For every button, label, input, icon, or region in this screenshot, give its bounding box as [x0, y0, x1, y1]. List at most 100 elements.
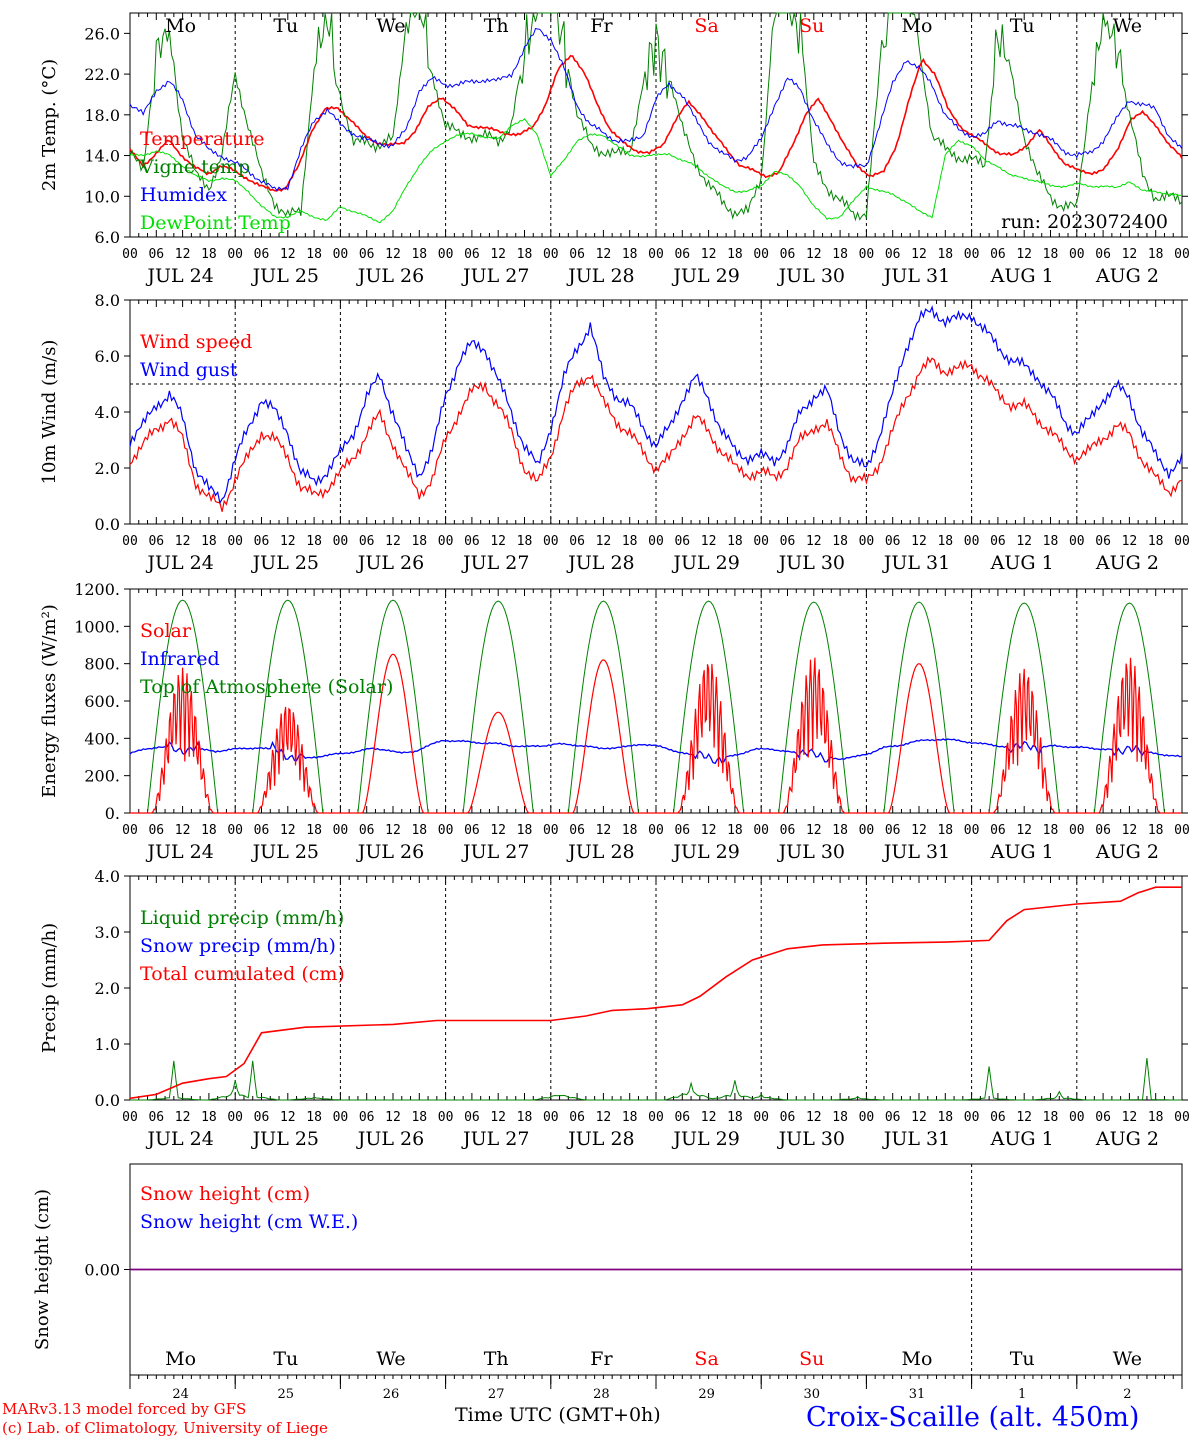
hour-tick-label: 12: [911, 1110, 927, 1125]
y-tick-label: 1200.: [74, 580, 120, 599]
date-label: JUL 24: [145, 841, 213, 863]
hour-tick-label: 06: [885, 534, 901, 549]
hour-tick-label: 12: [280, 247, 296, 262]
y-tick-label: 0.00: [84, 1261, 120, 1280]
hour-tick-label: 18: [832, 1110, 848, 1125]
hour-tick-label: 18: [727, 823, 743, 838]
date-label: JUL 26: [356, 552, 424, 574]
legend-entry: Snow precip (mm/h): [140, 935, 336, 957]
hour-tick-label: 00: [753, 247, 769, 262]
hour-tick-label: 00: [1174, 534, 1190, 549]
hour-tick-label: 00: [438, 1110, 454, 1125]
weekday-label: Tu: [273, 1348, 298, 1370]
legend-entry: Humidex: [140, 184, 227, 206]
hour-tick-label: 06: [464, 534, 480, 549]
hour-tick-label: 12: [490, 534, 506, 549]
hour-tick-label: 18: [937, 247, 953, 262]
date-label: AUG 1: [990, 1128, 1054, 1150]
date-label: JUL 30: [777, 1128, 845, 1150]
date-label: JUL 25: [251, 841, 319, 863]
hour-tick-label: 06: [674, 1110, 690, 1125]
panel-frame: [129, 588, 1183, 814]
y-tick-label: 1000.: [74, 617, 120, 636]
date-label: JUL 31: [882, 552, 950, 574]
hour-tick-label: 00: [1174, 247, 1190, 262]
hour-tick-label: 18: [832, 534, 848, 549]
weekday-label: Mo: [165, 15, 196, 37]
hour-tick-label: 12: [385, 1110, 401, 1125]
series-line-speed: [129, 355, 1183, 512]
legend-entry: Temperature: [140, 128, 264, 150]
hour-tick-label: 00: [859, 1110, 875, 1125]
hour-tick-label: 12: [596, 534, 612, 549]
hour-tick-label: 00: [648, 1110, 664, 1125]
hour-tick-label: 12: [1016, 823, 1032, 838]
legend-entry: Infrared: [140, 648, 220, 670]
hour-tick-label: 06: [990, 1110, 1006, 1125]
y-tick-label: 10.0: [84, 187, 120, 206]
hour-tick-label: 06: [464, 247, 480, 262]
hour-tick-label: 18: [306, 247, 322, 262]
day-number-label: 30: [804, 1387, 821, 1402]
date-label: AUG 2: [1095, 841, 1159, 863]
y-tick-label: 4.0: [95, 867, 120, 886]
date-label: JUL 28: [566, 1128, 634, 1150]
panel-frame: [129, 299, 1183, 525]
hour-tick-label: 18: [622, 1110, 638, 1125]
hour-tick-label: 18: [937, 534, 953, 549]
day-number-label: 1: [1018, 1387, 1026, 1402]
series-line-gust: [129, 305, 1183, 505]
hour-tick-label: 18: [1043, 534, 1059, 549]
legend-entry: Wind speed: [140, 331, 252, 353]
y-tick-label: 6.0: [95, 347, 120, 366]
weekday-label: Fr: [590, 15, 613, 37]
hour-tick-label: 18: [517, 823, 533, 838]
day-number-label: 26: [383, 1387, 400, 1402]
hour-tick-label: 00: [964, 823, 980, 838]
legend-entry: Liquid precip (mm/h): [140, 907, 344, 929]
hour-tick-label: 18: [727, 1110, 743, 1125]
hour-tick-label: 00: [859, 823, 875, 838]
hour-tick-label: 06: [885, 1110, 901, 1125]
date-label: JUL 30: [777, 841, 845, 863]
hour-tick-label: 06: [359, 1110, 375, 1125]
hour-tick-label: 06: [885, 247, 901, 262]
date-label: JUL 24: [145, 265, 213, 287]
series-line-humidex: [129, 28, 1183, 192]
hour-tick-label: 12: [806, 534, 822, 549]
hour-tick-label: 00: [333, 247, 349, 262]
weekday-label: We: [1113, 1348, 1142, 1370]
hour-tick-label: 18: [411, 1110, 427, 1125]
date-label: AUG 2: [1095, 552, 1159, 574]
hour-tick-label: 00: [1174, 1110, 1190, 1125]
hour-tick-label: 06: [359, 534, 375, 549]
hour-tick-label: 18: [1148, 247, 1164, 262]
weekday-label: We: [376, 15, 405, 37]
date-label: JUL 26: [356, 841, 424, 863]
hour-tick-label: 00: [543, 247, 559, 262]
day-number-label: 31: [909, 1387, 926, 1402]
hour-tick-label: 12: [175, 1110, 191, 1125]
weekday-label: Sa: [694, 15, 718, 37]
run-label: run: 2023072400: [1001, 211, 1168, 233]
weekday-label: Su: [799, 1348, 824, 1370]
date-label: JUL 28: [566, 265, 634, 287]
date-label: JUL 27: [461, 1128, 529, 1150]
location-title: Croix-Scaille (alt. 450m): [806, 1402, 1140, 1433]
date-label: JUL 28: [566, 841, 634, 863]
hour-tick-label: 18: [517, 534, 533, 549]
hour-tick-label: 12: [806, 247, 822, 262]
y-axis-label: 10m Wind (m/s): [39, 340, 60, 485]
hour-tick-label: 18: [622, 823, 638, 838]
hour-tick-label: 06: [990, 823, 1006, 838]
hour-tick-label: 18: [1043, 247, 1059, 262]
legend-entry: Vigne temp: [139, 156, 250, 178]
hour-tick-label: 12: [701, 823, 717, 838]
hour-tick-label: 18: [1148, 534, 1164, 549]
hour-tick-label: 06: [569, 534, 585, 549]
hour-tick-label: 06: [885, 823, 901, 838]
hour-tick-label: 12: [280, 823, 296, 838]
hour-tick-label: 00: [1069, 247, 1085, 262]
hour-tick-label: 12: [806, 1110, 822, 1125]
legend-entry: Top of Atmosphere (Solar): [140, 676, 393, 698]
